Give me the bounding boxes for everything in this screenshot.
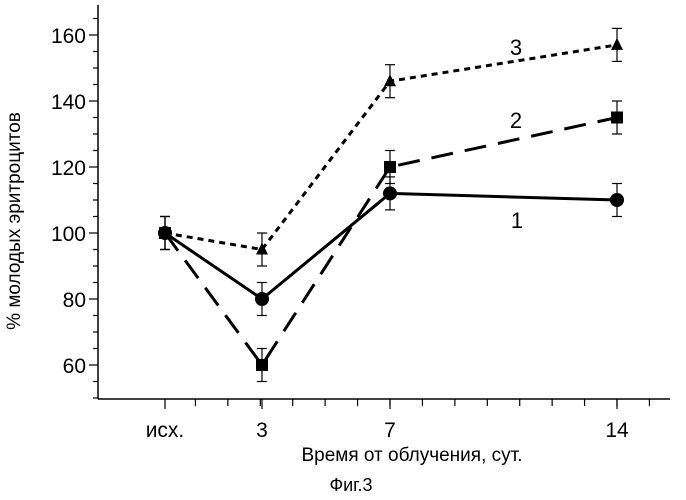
y-tick-label: 140 xyxy=(51,91,86,114)
x-tick-label: 14 xyxy=(605,419,629,442)
data-point xyxy=(611,38,623,50)
y-tick-label: 60 xyxy=(63,355,86,378)
series-label: 1 xyxy=(511,208,523,233)
x-tick-label: 7 xyxy=(384,419,396,442)
data-point xyxy=(384,161,396,173)
x-tick-label: 3 xyxy=(256,419,268,442)
series-label: 3 xyxy=(510,35,522,60)
figure-caption: Фиг.3 xyxy=(329,475,372,495)
y-tick-label: 120 xyxy=(51,157,86,180)
series-line xyxy=(165,193,617,299)
data-point xyxy=(611,112,623,124)
series-2: 2 xyxy=(159,101,623,382)
data-point xyxy=(610,193,624,207)
y-axis-title: % молодых эритроцитов xyxy=(4,112,25,330)
x-tick-label: исх. xyxy=(146,419,185,442)
data-point xyxy=(255,292,269,306)
data-point xyxy=(384,74,396,86)
series-layer: 1 2 3 xyxy=(158,28,624,381)
series-3: 3 xyxy=(159,28,623,266)
data-point xyxy=(256,359,268,371)
axes xyxy=(98,5,670,399)
series-1: 1 xyxy=(158,177,624,316)
series-label: 2 xyxy=(510,108,522,133)
series-line xyxy=(165,45,617,250)
y-tick-label: 100 xyxy=(51,223,86,246)
x-axis-title: Время от облучения, сут. xyxy=(301,445,522,466)
data-point xyxy=(256,243,268,255)
data-point xyxy=(383,186,397,200)
y-tick-label: 160 xyxy=(51,25,86,48)
y-tick-label: 80 xyxy=(63,289,86,312)
series-line xyxy=(165,118,617,366)
